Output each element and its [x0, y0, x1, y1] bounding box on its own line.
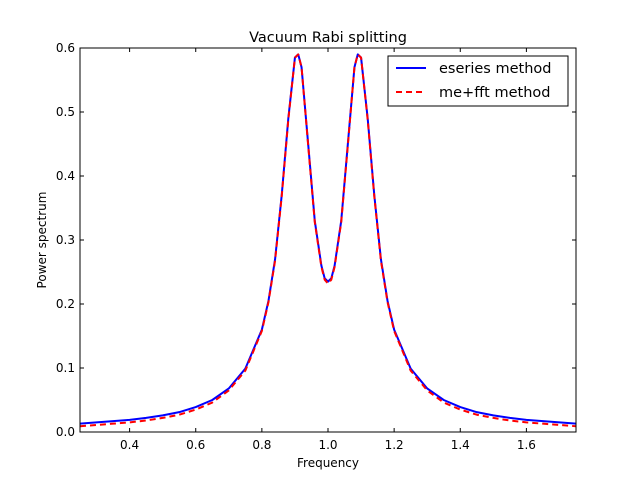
y-tick-label: 0.6 — [56, 41, 75, 55]
x-tick-label: 0.8 — [252, 438, 271, 452]
y-tick-label: 0.0 — [56, 425, 75, 439]
x-tick-label: 0.4 — [120, 438, 139, 452]
y-tick-label: 0.1 — [56, 361, 75, 375]
x-tick-label: 0.6 — [186, 438, 205, 452]
series-line-mefft — [79, 53, 577, 428]
x-axis-label: Frequency — [297, 456, 359, 470]
legend-box — [387, 55, 569, 107]
x-tick-label: 1.0 — [318, 438, 337, 452]
y-tick-label: 0.3 — [56, 233, 75, 247]
series-layer — [79, 53, 577, 428]
x-tick-label: 1.2 — [385, 438, 404, 452]
plot-area: 0.4 0.6 0.8 1.0 1.2 1.4 1.6 0.0 0.1 0.2 0.3 0.4 0.5 0… — [56, 41, 577, 452]
legend-label-mefft: me+fft method — [439, 85, 550, 101]
legend: eseries method me+fft method — [387, 55, 569, 107]
y-axis-label: Power spectrum — [35, 192, 49, 289]
plot-frame — [80, 48, 576, 432]
ticks-layer: 0.4 0.6 0.8 1.0 1.2 1.4 1.6 0.0 0.1 0.2 0.3 0.4 0.5 0… — [56, 41, 576, 452]
x-tick-label: 1.4 — [451, 438, 470, 452]
legend-label-eseries: eseries method — [439, 61, 551, 77]
chart-title: Vacuum Rabi splitting — [249, 30, 407, 46]
x-tick-label: 1.6 — [517, 438, 536, 452]
series-line-eseries — [79, 53, 577, 425]
y-tick-label: 0.2 — [56, 297, 75, 311]
y-tick-label: 0.5 — [56, 105, 75, 119]
y-tick-label: 0.4 — [56, 169, 75, 183]
